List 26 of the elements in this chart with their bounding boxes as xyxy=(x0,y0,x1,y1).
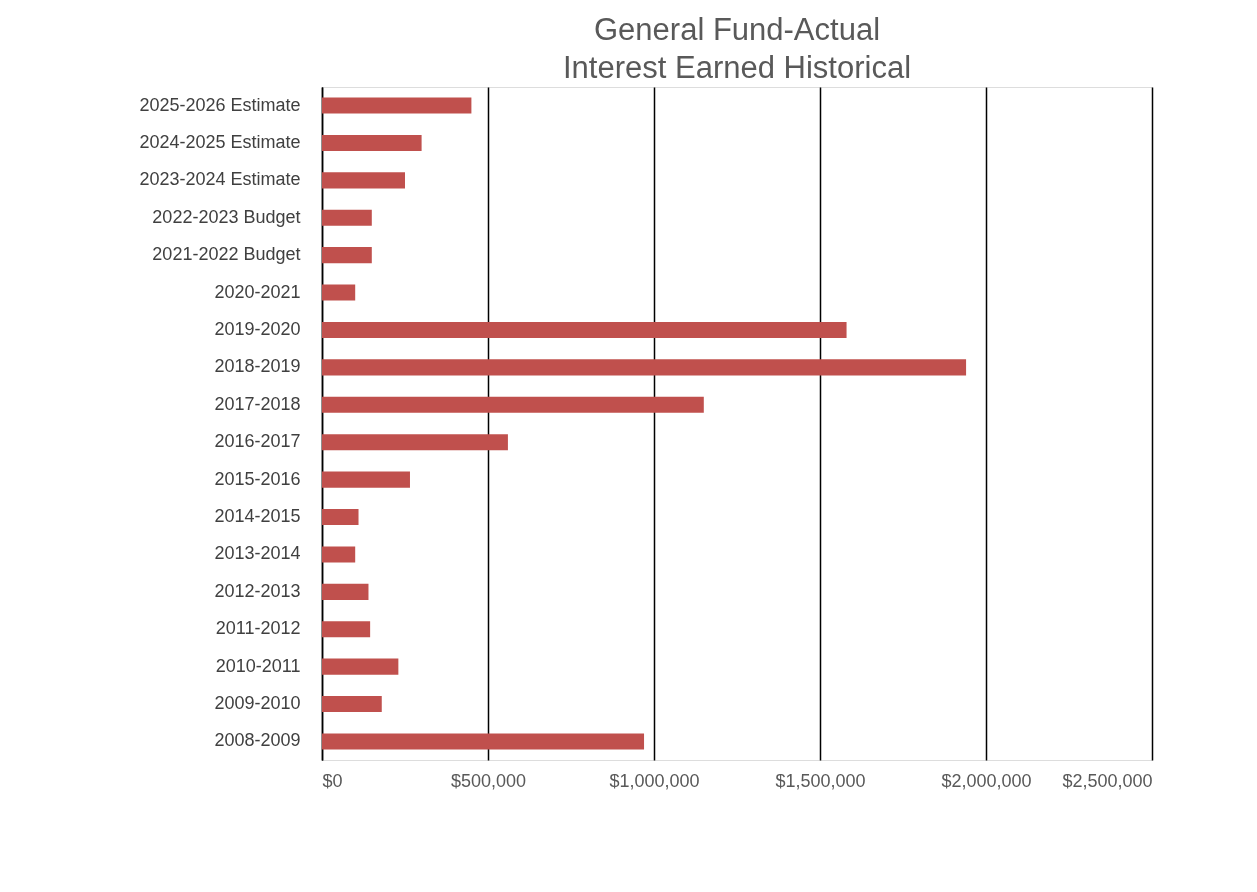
y-tick-label: 2019-2020 xyxy=(214,318,301,339)
y-tick-label: 2015-2016 xyxy=(214,468,301,489)
y-tick-label: 2016-2017 xyxy=(214,431,301,452)
y-tick-label: 2020-2021 xyxy=(214,281,301,302)
x-tick-label: $1,500,000 xyxy=(775,770,866,791)
y-tick-label: 2012-2013 xyxy=(214,580,301,601)
y-tick-label: 2008-2009 xyxy=(214,730,301,751)
text: Interest Earned Historical xyxy=(562,50,912,85)
y-tick-label: 2021-2022 Budget xyxy=(152,244,301,265)
y-tick-label: 2018-2019 xyxy=(214,356,301,377)
y-tick-label: 2009-2010 xyxy=(214,693,301,714)
y-tick-label: 2024-2025 Estimate xyxy=(139,131,301,152)
y-tick-label: 2025-2026 Estimate xyxy=(139,94,301,115)
x-tick-label: $1,000,000 xyxy=(609,770,700,791)
text: General Fund-Actual xyxy=(593,12,881,47)
y-tick-label: 2023-2024 Estimate xyxy=(139,169,301,190)
y-tick-label: 2011-2012 xyxy=(215,618,301,639)
y-tick-label: 2014-2015 xyxy=(214,506,301,527)
x-tick-label: $2,000,000 xyxy=(941,770,1032,791)
y-tick-label: 2010-2011 xyxy=(215,655,301,676)
x-tick-label: $500,000 xyxy=(450,770,527,791)
x-tick-label: $2,500,000 xyxy=(1062,770,1153,791)
y-tick-label: 2013-2014 xyxy=(214,543,301,564)
x-tick-label: $0 xyxy=(322,770,343,791)
y-tick-label: 2017-2018 xyxy=(214,393,301,414)
y-tick-label: 2022-2023 Budget xyxy=(152,206,301,227)
